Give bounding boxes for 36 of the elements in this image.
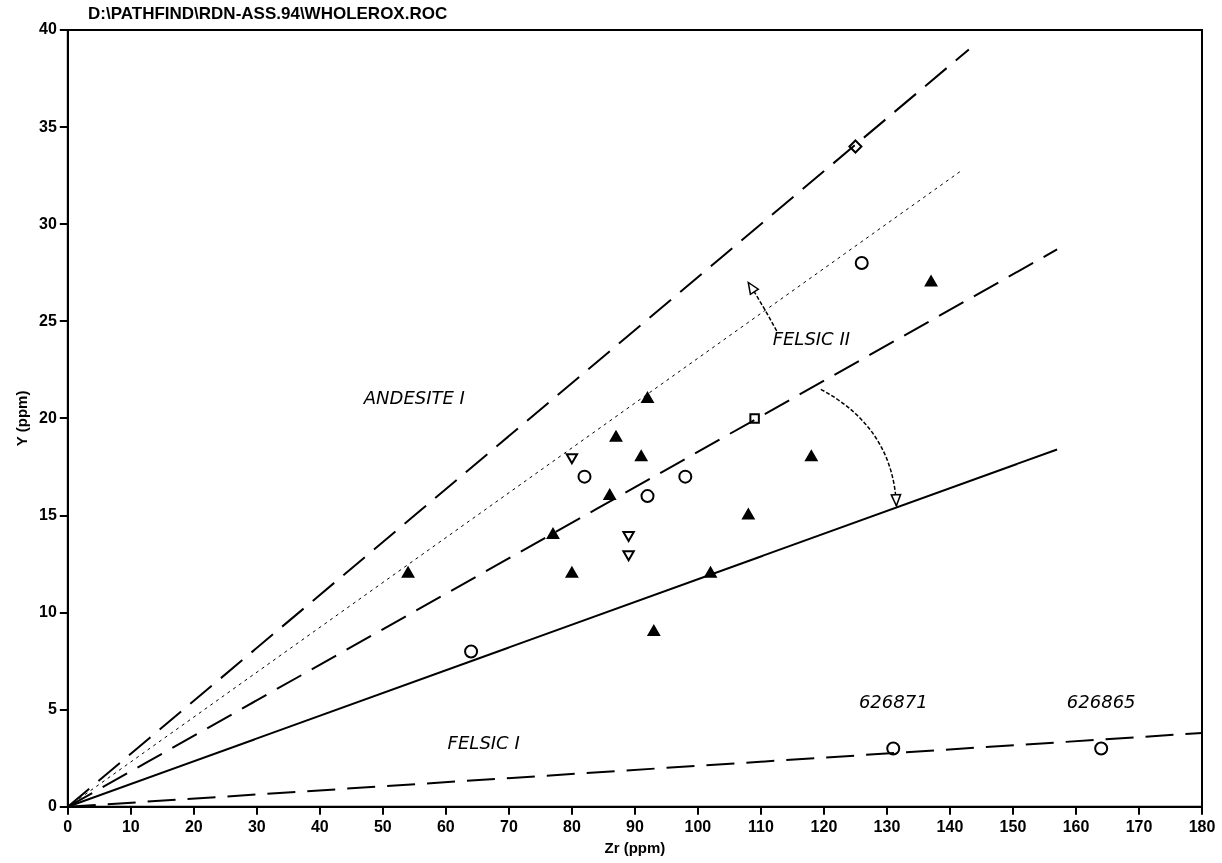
x-tick-label: 80 [562, 817, 581, 835]
annotation: ANDESITE I [362, 386, 465, 408]
x-tick-label: 20 [184, 817, 203, 835]
y-axis-title: Y (ppm) [13, 390, 31, 447]
x-tick-label: 0 [63, 817, 73, 835]
x-tick-label: 50 [373, 817, 392, 835]
y-tick-label: 40 [39, 20, 57, 38]
x-tick-label: 130 [873, 817, 901, 835]
x-axis-title: Zr (ppm) [604, 839, 666, 857]
x-tick-label: 150 [999, 817, 1027, 835]
annotation: 626865 [1066, 691, 1136, 713]
x-tick-label: 60 [436, 817, 455, 835]
x-tick-label: 10 [121, 817, 140, 835]
y-tick-label: 0 [47, 797, 57, 815]
annotation: FELSIC II [772, 328, 851, 350]
y-tick-label: 20 [39, 408, 57, 426]
y-tick-label: 5 [47, 700, 57, 718]
annotation: 626871 [858, 691, 928, 713]
x-tick-label: 120 [810, 817, 838, 835]
annotation: FELSIC I [447, 732, 520, 754]
y-tick-label: 30 [39, 214, 57, 232]
x-tick-label: 70 [499, 817, 518, 835]
y-tick-label: 35 [39, 117, 57, 135]
x-tick-label: 160 [1062, 817, 1090, 835]
chart-title: D:\PATHFIND\RDN-ASS.94\WHOLEROX.ROC [88, 4, 448, 24]
y-tick-label: 10 [39, 603, 57, 621]
x-tick-label: 90 [626, 817, 644, 835]
x-tick-label: 170 [1125, 817, 1153, 835]
x-tick-label: 110 [748, 817, 774, 835]
x-tick-label: 100 [684, 817, 712, 835]
x-tick-label: 180 [1188, 817, 1216, 835]
x-tick-label: 30 [247, 817, 266, 835]
y-tick-label: 15 [39, 505, 57, 523]
y-tick-label: 25 [39, 311, 57, 329]
x-tick-label: 40 [310, 817, 329, 835]
x-tick-label: 140 [936, 817, 964, 835]
